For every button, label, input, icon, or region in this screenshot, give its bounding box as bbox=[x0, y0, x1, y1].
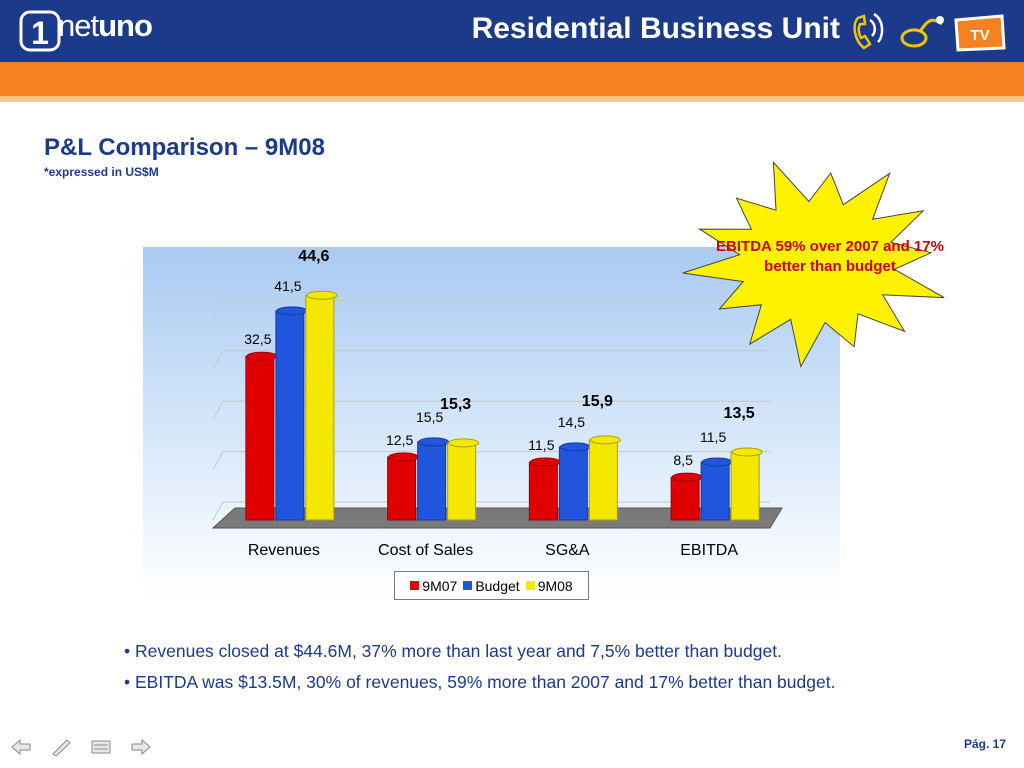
orange-stripe bbox=[0, 96, 1024, 102]
orange-band bbox=[0, 62, 1024, 96]
logo-text: netuno bbox=[58, 8, 153, 43]
chart-background bbox=[143, 247, 840, 597]
next-arrow-icon[interactable] bbox=[130, 738, 152, 756]
prev-arrow-icon[interactable] bbox=[10, 738, 32, 756]
slide-nav bbox=[10, 738, 152, 756]
header-bar: 1 netuno Residential Business Unit TV bbox=[0, 0, 1024, 62]
pen-icon[interactable] bbox=[50, 738, 72, 756]
svg-text:1: 1 bbox=[31, 15, 49, 51]
bullet-list: • Revenues closed at $44.6M, 37% more th… bbox=[124, 636, 835, 698]
bullet-item: • EBITDA was $13.5M, 30% of revenues, 59… bbox=[124, 672, 836, 692]
tv-icon: TV bbox=[954, 14, 1006, 52]
callout-text: EBITDA 59% over 2007 and 17% better than… bbox=[716, 238, 944, 275]
slide-subtitle: *expressed in US$M bbox=[44, 165, 159, 179]
svg-text:TV: TV bbox=[970, 27, 989, 44]
page-number: Pág. 17 bbox=[963, 737, 1006, 751]
slide-title: P&L Comparison – 9M08 bbox=[44, 134, 325, 161]
bullet-item: • Revenues closed at $44.6M, 37% more th… bbox=[124, 641, 782, 661]
phone-icon bbox=[853, 12, 884, 50]
netuno-logo-icon: 1 bbox=[19, 10, 61, 52]
legend-item: 9M08 bbox=[525, 578, 573, 594]
menu-icon[interactable] bbox=[90, 738, 112, 756]
page-title: Residential Business Unit bbox=[471, 12, 840, 45]
legend-item: Budget bbox=[463, 578, 520, 594]
legend-item: 9M07 bbox=[410, 578, 457, 594]
chart-legend: 9M07 Budget 9M08 bbox=[394, 571, 589, 600]
internet-icon bbox=[900, 16, 944, 48]
